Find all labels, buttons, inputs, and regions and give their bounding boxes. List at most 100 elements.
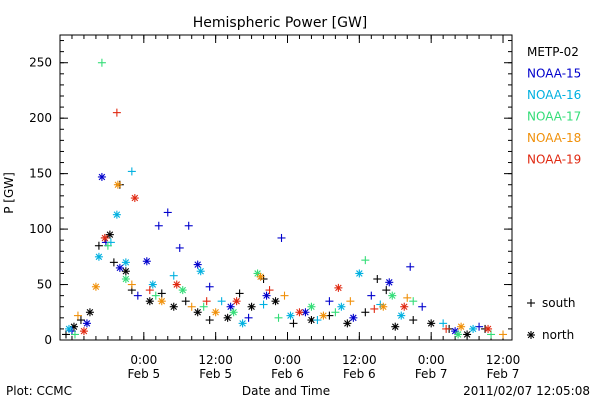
data-point-noaa-18 — [379, 302, 388, 311]
data-point-noaa-17 — [487, 330, 496, 339]
data-point-noaa-15 — [163, 208, 172, 217]
data-point-noaa-17 — [151, 291, 160, 300]
data-point-noaa-15 — [262, 291, 271, 300]
x-tick-label: 0:00 — [418, 353, 445, 367]
data-point-noaa-15 — [82, 319, 91, 328]
data-point-noaa-17 — [454, 330, 463, 339]
data-point-noaa-15 — [115, 263, 124, 272]
x-tick-label: 12:00 — [342, 353, 377, 367]
legend-item-south: south — [542, 296, 576, 310]
data-point-noaa-15 — [277, 233, 286, 242]
data-point-noaa-17 — [388, 291, 397, 300]
y-tick-label: 50 — [37, 278, 52, 292]
data-point-noaa-16 — [238, 319, 247, 328]
y-tick-label: 250 — [29, 56, 52, 70]
data-point-noaa-18 — [187, 302, 196, 311]
y-tick-label: 150 — [29, 167, 52, 181]
data-point-noaa-16 — [217, 297, 226, 306]
data-point-metp-02 — [247, 302, 256, 311]
data-point-noaa-15 — [97, 172, 106, 181]
data-point-noaa-16 — [469, 324, 478, 333]
data-point-noaa-18 — [280, 291, 289, 300]
data-point-noaa-15 — [325, 297, 334, 306]
data-point-noaa-19 — [484, 324, 493, 333]
data-point-noaa-16 — [196, 267, 205, 276]
legend-marker-south — [527, 299, 535, 307]
data-point-metp-02 — [343, 319, 352, 328]
data-point-metp-02 — [382, 286, 391, 295]
data-point-noaa-15 — [205, 282, 214, 291]
data-point-metp-02 — [181, 297, 190, 306]
data-point-metp-02 — [223, 313, 232, 322]
legend-item-noaa-18: NOAA-18 — [527, 131, 581, 145]
data-point-metp-02 — [157, 289, 166, 298]
data-point-noaa-16 — [94, 252, 103, 261]
data-point-metp-02 — [373, 275, 382, 283]
data-point-noaa-19 — [265, 286, 274, 295]
legend-item-north: north — [542, 328, 574, 342]
data-point-metp-02 — [145, 297, 154, 306]
data-point-noaa-15 — [367, 291, 376, 300]
data-point-noaa-15 — [175, 243, 184, 252]
data-point-noaa-17 — [70, 330, 79, 339]
data-point-noaa-18 — [346, 297, 355, 306]
x-tick-label: Feb 6 — [343, 367, 376, 381]
data-point-noaa-15 — [184, 221, 193, 230]
data-point-noaa-19 — [232, 297, 241, 306]
data-point-noaa-17 — [409, 297, 418, 306]
data-point-noaa-18 — [157, 297, 166, 306]
data-point-noaa-15 — [193, 260, 202, 269]
data-point-noaa-19 — [112, 108, 121, 117]
legend-item-noaa-19: NOAA-19 — [527, 153, 581, 167]
data-point-noaa-16 — [127, 167, 136, 176]
chart-title: Hemispheric Power [GW] — [193, 15, 368, 31]
data-point-noaa-18 — [211, 308, 220, 317]
data-point-noaa-16 — [286, 311, 295, 320]
data-point-noaa-18 — [457, 322, 466, 331]
scatter-points — [61, 58, 508, 339]
data-point-noaa-15 — [154, 221, 163, 230]
data-point-noaa-15 — [475, 322, 484, 331]
data-point-metp-02 — [427, 319, 436, 328]
plot-frame — [59, 34, 513, 341]
legend: METP-02 NOAA-15 NOAA-16 NOAA-17 NOAA-18 NOAA-… — [527, 45, 581, 342]
data-point-metp-02 — [169, 302, 178, 311]
data-point-noaa-17 — [331, 308, 340, 317]
data-point-noaa-15 — [301, 308, 310, 317]
y-tick-label: 0 — [44, 333, 52, 347]
data-point-metp-02 — [463, 330, 472, 339]
data-point-noaa-16 — [355, 269, 364, 278]
x-tick-label: 0:00 — [274, 353, 301, 367]
data-point-noaa-17 — [121, 275, 130, 283]
x-tick-label: Feb 5 — [127, 367, 160, 381]
data-point-noaa-18 — [113, 180, 122, 189]
legend-item-metp-02: METP-02 — [527, 45, 579, 59]
data-point-metp-02 — [391, 322, 400, 331]
legend-item-noaa-17: NOAA-17 — [527, 110, 581, 124]
data-point-metp-02 — [205, 316, 214, 325]
data-point-noaa-16 — [112, 210, 121, 219]
x-axis-label: Date and Time — [242, 384, 330, 398]
data-point-noaa-18 — [319, 311, 328, 320]
data-point-metp-02 — [235, 289, 244, 298]
data-point-noaa-18 — [73, 311, 82, 320]
x-tick-label: 12:00 — [486, 353, 521, 367]
data-point-noaa-15 — [244, 313, 253, 322]
data-point-noaa-19 — [442, 324, 451, 333]
data-point-noaa-15 — [349, 313, 358, 322]
x-tick-label: Feb 5 — [199, 367, 232, 381]
x-tick-label: Feb 6 — [271, 367, 304, 381]
data-point-noaa-18 — [403, 293, 412, 302]
data-point-metp-02 — [105, 230, 114, 239]
data-point-noaa-17 — [229, 308, 238, 317]
data-point-metp-02 — [61, 330, 70, 339]
data-point-metp-02 — [409, 316, 418, 325]
data-point-noaa-16 — [121, 258, 130, 267]
x-tick-label: 0:00 — [130, 353, 157, 367]
data-point-noaa-19 — [100, 233, 109, 242]
data-point-noaa-16 — [313, 316, 322, 325]
data-point-noaa-16 — [148, 280, 157, 289]
plot-timestamp: 2011/02/07 12:05:08 — [463, 384, 590, 398]
